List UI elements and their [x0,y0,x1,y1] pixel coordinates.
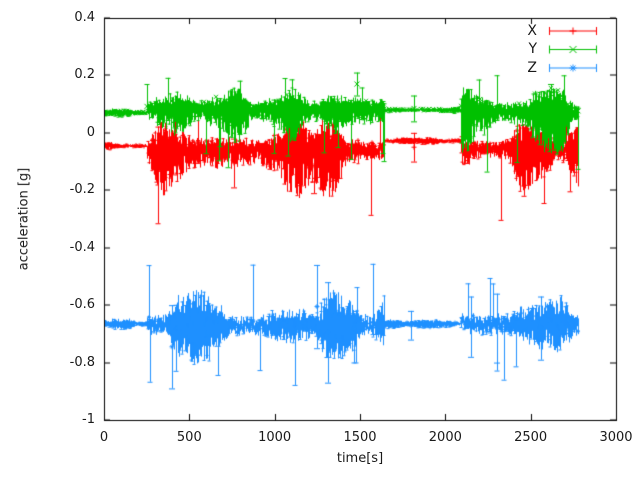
x-tick-label: 2500 [514,430,548,445]
y-tick-label: -0.2 [69,182,95,198]
x-tick-label: 2000 [428,430,462,445]
y-tick-label: 0 [86,124,95,140]
x-tick-label: 1000 [258,430,292,445]
y-tick-label: -1 [82,412,95,427]
x-tick-label: 500 [176,430,202,445]
y-tick-label: -0.8 [69,354,95,370]
x-tick-label: 0 [99,430,109,445]
y-tick-label: -0.6 [69,297,95,313]
x-tick-label: 1500 [343,430,377,445]
legend-label-x: X [527,23,537,39]
y-tick-label: 0.2 [74,67,95,83]
x-tick-label: 3000 [599,430,633,445]
y-tick-label: 0.4 [74,10,95,25]
y-tick-label: -0.4 [69,239,95,255]
legend-label-y: Y [528,41,537,57]
legend-label-z: Z [527,60,537,76]
x-axis-title: time[s] [336,451,384,466]
